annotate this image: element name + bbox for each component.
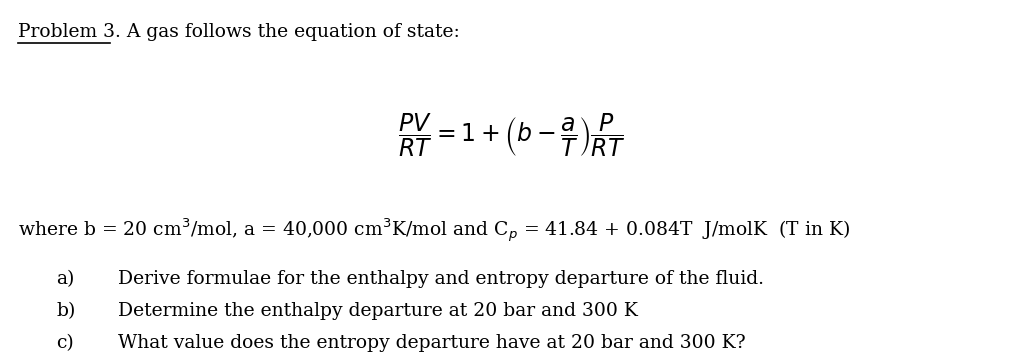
Text: What value does the entropy departure have at 20 bar and 300 K?: What value does the entropy departure ha…: [118, 334, 745, 352]
Text: where b = 20 cm$^3$/mol, a = 40,000 cm$^3$K/mol and C$_p$ = 41.84 + 0.084T  J/mo: where b = 20 cm$^3$/mol, a = 40,000 cm$^…: [18, 217, 851, 245]
Text: Problem 3. A gas follows the equation of state:: Problem 3. A gas follows the equation of…: [18, 23, 460, 41]
Text: Determine the enthalpy departure at 20 bar and 300 K: Determine the enthalpy departure at 20 b…: [118, 302, 638, 320]
Text: a): a): [56, 270, 75, 288]
Text: $\dfrac{PV}{RT} = 1 + \left(b - \dfrac{a}{T}\right)\dfrac{P}{RT}$: $\dfrac{PV}{RT} = 1 + \left(b - \dfrac{a…: [398, 111, 626, 158]
Text: b): b): [56, 302, 76, 320]
Text: Derive formulae for the enthalpy and entropy departure of the fluid.: Derive formulae for the enthalpy and ent…: [118, 270, 764, 288]
Text: c): c): [56, 334, 74, 352]
